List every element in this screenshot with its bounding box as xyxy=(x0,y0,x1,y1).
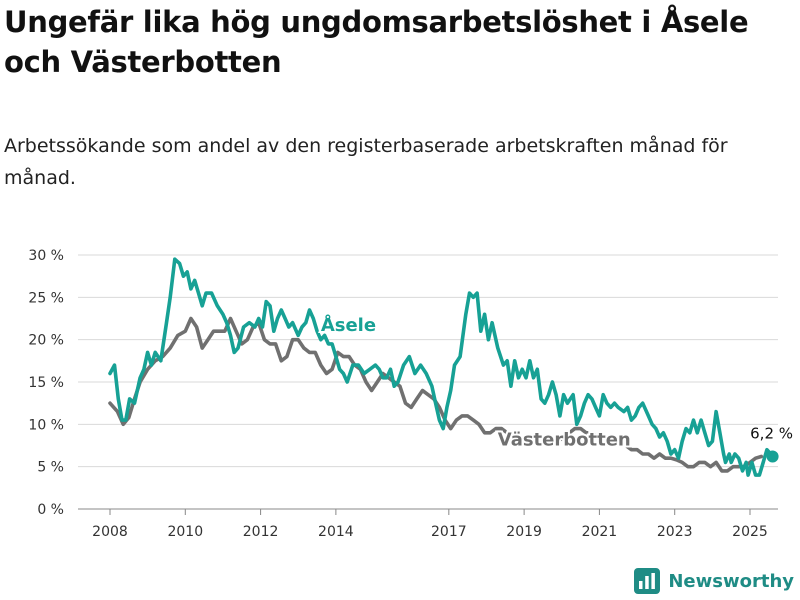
x-tick-label: 2019 xyxy=(506,524,542,540)
y-tick-label: 15 % xyxy=(28,375,64,391)
bar-chart-logo-icon xyxy=(634,568,661,594)
x-tick-label: 2023 xyxy=(657,524,693,540)
chart-subtitle: Arbetssökande som andel av den registerb… xyxy=(4,135,728,189)
brand-name: Newsworthy xyxy=(668,570,794,592)
end-marker: 6,2 % xyxy=(750,425,793,463)
y-tick-label: 0 % xyxy=(37,502,64,518)
series-labels: Åsele Västerbotten xyxy=(319,311,633,452)
end-point-marker xyxy=(766,450,779,463)
series-line-vasterbotten xyxy=(108,316,764,473)
y-tick-label: 30 % xyxy=(28,248,64,264)
y-tick-label: 20 % xyxy=(28,333,64,349)
x-tick-label: 2025 xyxy=(732,524,768,540)
brand-logo: Newsworthy xyxy=(634,568,794,594)
x-tick-label: 2014 xyxy=(318,524,354,540)
series-label-vasterbotten: Västerbotten xyxy=(498,430,631,451)
y-tick-label: 5 % xyxy=(37,460,64,476)
series-lines xyxy=(108,257,775,477)
end-value-label: 6,2 % xyxy=(750,425,793,443)
y-axis-ticks: 0 % 5 % 10 % 15 % 20 % 25 % 30 % xyxy=(28,248,64,518)
series-label-asele: Åsele xyxy=(321,313,376,336)
x-tick-label: 2008 xyxy=(92,524,128,540)
series-line-asele xyxy=(108,257,775,477)
page-title: Ungefär lika hög ungdomsarbetslöshet i Å… xyxy=(4,5,749,79)
x-tick-label: 2017 xyxy=(431,524,467,540)
gridlines xyxy=(78,254,778,510)
x-axis-ticks: 2008 2010 2012 2014 2017 2019 2021 2023 2025 xyxy=(92,509,768,540)
x-tick-label: 2010 xyxy=(167,524,203,540)
x-tick-label: 2012 xyxy=(243,524,279,540)
y-tick-label: 25 % xyxy=(28,290,64,306)
y-tick-label: 10 % xyxy=(28,417,64,433)
x-tick-label: 2021 xyxy=(582,524,618,540)
